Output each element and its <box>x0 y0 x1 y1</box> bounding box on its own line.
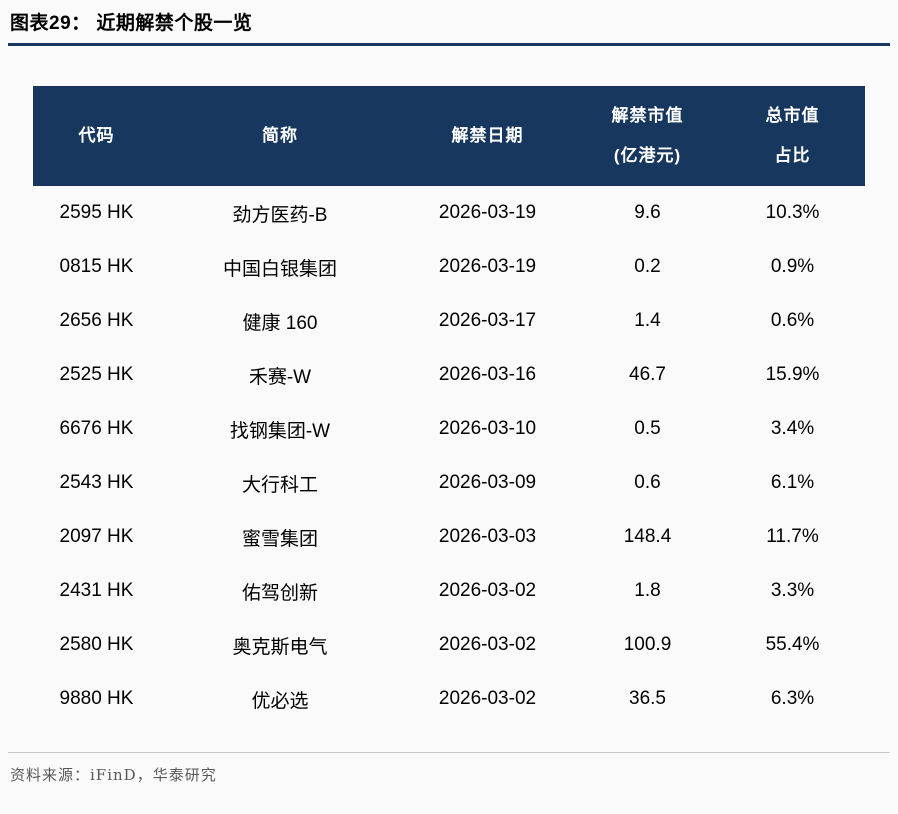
cell-unlock-mcap: 9.6 <box>634 202 661 223</box>
cell-unlock-date: 2026-03-19 <box>438 256 537 277</box>
table-header-row: 代码 简称 解禁日期 解禁市值 (亿港元) 总市值占比 <box>33 86 865 186</box>
table-row: 2656 HK 健康 160 2026-03-17 1.4 0.6% <box>33 294 865 348</box>
column-header-line1: 简称 <box>262 126 298 145</box>
cell-mcap-pct: 15.9% <box>765 364 820 385</box>
cell-name: 劲方医药-B <box>232 204 328 226</box>
figure-title: 图表29： 近期解禁个股一览 <box>10 13 253 34</box>
table-row: 0815 HK 中国白银集团 2026-03-19 0.2 0.9% <box>33 240 865 294</box>
cell-code: 2656 HK <box>59 310 134 331</box>
cell-mcap-pct: 11.7% <box>766 526 819 547</box>
table-row: 9880 HK 优必选 2026-03-02 36.5 6.3% <box>33 672 865 726</box>
footer-divider <box>8 752 890 753</box>
cell-mcap-pct: 0.9% <box>770 256 815 277</box>
table-row: 6676 HK 找钢集团-W 2026-03-10 0.5 3.4% <box>33 402 865 456</box>
cell-unlock-date: 2026-03-19 <box>438 202 537 223</box>
table-row: 2543 HK 大行科工 2026-03-09 0.6 6.1% <box>33 456 865 510</box>
cell-mcap-pct: 6.1% <box>770 472 815 493</box>
cell-name: 禾赛-W <box>248 366 312 388</box>
cell-unlock-mcap: 148.4 <box>623 526 672 547</box>
cell-code: 2595 HK <box>59 202 134 223</box>
unlock-stocks-table: 代码 简称 解禁日期 解禁市值 (亿港元) 总市值占比 2595 HK 劲方医药-B 2026… <box>33 86 865 726</box>
table-row: 2580 HK 奥克斯电气 2026-03-02 100.9 55.4% <box>33 618 865 672</box>
cell-unlock-mcap: 1.8 <box>634 580 661 601</box>
table-row: 2097 HK 蜜雪集团 2026-03-03 148.4 11.7% <box>33 510 865 564</box>
cell-code: 6676 HK <box>59 418 134 439</box>
title-underline <box>8 43 890 46</box>
report-figure-page: 图表29： 近期解禁个股一览 代码 简称 解禁日期 解禁市值 (亿港元) 总市值占比 25… <box>8 13 890 784</box>
table-body: 2595 HK 劲方医药-B 2026-03-19 9.6 10.3% 0815 HK 中国… <box>33 186 865 726</box>
cell-unlock-date: 2026-03-17 <box>438 310 537 331</box>
cell-mcap-pct: 0.6% <box>770 310 815 331</box>
cell-unlock-mcap: 0.5 <box>634 418 661 439</box>
cell-name: 健康 160 <box>242 312 318 334</box>
cell-unlock-date: 2026-03-09 <box>438 472 537 493</box>
cell-mcap-pct: 6.3% <box>770 688 815 709</box>
cell-unlock-date: 2026-03-02 <box>438 580 537 601</box>
cell-unlock-date: 2026-03-02 <box>438 634 537 655</box>
cell-unlock-date: 2026-03-10 <box>438 418 537 439</box>
cell-mcap-pct: 3.3% <box>770 580 815 601</box>
cell-unlock-mcap: 1.4 <box>634 310 661 331</box>
cell-code: 2097 HK <box>59 526 134 547</box>
column-header-name: 简称 <box>160 86 400 186</box>
cell-name: 找钢集团-W <box>229 420 331 442</box>
cell-mcap-pct: 55.4% <box>765 634 820 655</box>
table-row: 2595 HK 劲方医药-B 2026-03-19 9.6 10.3% <box>33 186 865 240</box>
cell-unlock-mcap: 100.9 <box>623 634 672 655</box>
cell-code: 2580 HK <box>59 634 134 655</box>
column-header-line1: 代码 <box>78 126 115 145</box>
cell-unlock-mcap: 36.5 <box>629 688 666 709</box>
cell-name: 奥克斯电气 <box>232 636 328 658</box>
column-header-line2: 占比 <box>774 146 811 165</box>
source-note: 资料来源：iFinD，华泰研究 <box>10 766 217 784</box>
cell-name: 中国白银集团 <box>222 258 337 280</box>
table-head: 代码 简称 解禁日期 解禁市值 (亿港元) 总市值占比 <box>33 86 865 186</box>
cell-name: 大行科工 <box>241 474 318 496</box>
cell-unlock-mcap: 0.2 <box>634 256 661 277</box>
cell-code: 9880 HK <box>59 688 134 709</box>
table-row: 2431 HK 佑驾创新 2026-03-02 1.8 3.3% <box>33 564 865 618</box>
cell-unlock-mcap: 46.7 <box>629 364 666 385</box>
column-header-line1: 总市值 <box>765 106 820 125</box>
cell-mcap-pct: 3.4% <box>770 418 815 439</box>
cell-code: 2543 HK <box>59 472 134 493</box>
table-row: 2525 HK 禾赛-W 2026-03-16 46.7 15.9% <box>33 348 865 402</box>
column-header-line2: (亿港元) <box>613 146 682 165</box>
cell-unlock-date: 2026-03-03 <box>438 526 537 547</box>
cell-unlock-date: 2026-03-16 <box>438 364 537 385</box>
column-header-unlock-date: 解禁日期 <box>400 86 575 186</box>
cell-name: 优必选 <box>251 690 309 712</box>
cell-unlock-date: 2026-03-02 <box>438 688 537 709</box>
column-header-line1: 解禁市值 <box>611 106 684 125</box>
cell-mcap-pct: 10.3% <box>765 202 820 223</box>
column-header-code: 代码 <box>33 86 160 186</box>
cell-code: 0815 HK <box>59 256 134 277</box>
cell-name: 佑驾创新 <box>241 582 318 604</box>
cell-code: 2525 HK <box>59 364 134 385</box>
cell-code: 2431 HK <box>59 580 134 601</box>
cell-name: 蜜雪集团 <box>241 528 318 550</box>
column-header-unlock-mcap: 解禁市值 (亿港元) <box>575 86 720 186</box>
cell-unlock-mcap: 0.6 <box>634 472 661 493</box>
column-header-mcap-pct: 总市值 占比 <box>720 86 865 186</box>
column-header-line1: 解禁日期 <box>451 126 524 145</box>
